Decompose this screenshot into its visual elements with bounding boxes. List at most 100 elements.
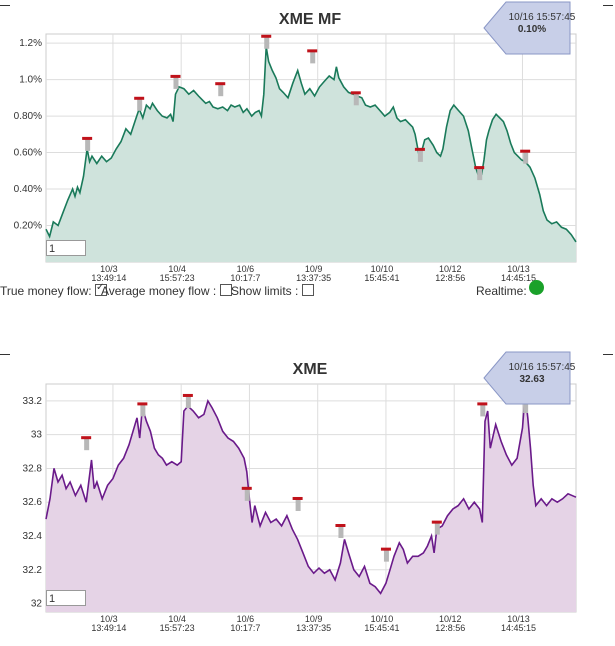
price-event-marker-flag bbox=[335, 524, 346, 527]
avg-mf-control[interactable]: Average money flow : bbox=[101, 284, 232, 298]
mf-x-tick-time: 10:17:7 bbox=[230, 273, 260, 283]
price-badge-value: 32.63 bbox=[519, 374, 544, 385]
price-x-tick-time: 13:49:14 bbox=[91, 623, 126, 633]
price-y-tick-label: 32.6 bbox=[23, 497, 43, 508]
price-x-tick-time: 15:57:23 bbox=[160, 623, 195, 633]
price-x-tick-time: 12:8:56 bbox=[435, 623, 465, 633]
mf-chart-x-axis: 10/313:49:1410/415:57:2310/610:17:710/91… bbox=[91, 264, 536, 283]
mf-event-marker bbox=[350, 91, 361, 106]
mf-x-tick-date: 10/3 bbox=[100, 264, 118, 274]
mf-event-marker-flag bbox=[134, 96, 145, 100]
mf-x-tick-date: 10/12 bbox=[439, 264, 462, 274]
price-x-tick-date: 10/6 bbox=[237, 614, 255, 624]
price-event-marker-flag bbox=[431, 520, 442, 524]
price-badge-time: 10/16 15:57:45 bbox=[509, 362, 576, 373]
mf-x-tick-time: 13:49:14 bbox=[91, 273, 126, 283]
price-event-marker bbox=[380, 547, 391, 562]
mf-event-marker-stem bbox=[264, 36, 270, 49]
mf-event-marker-flag bbox=[307, 49, 318, 53]
true-mf-checkbox[interactable] bbox=[94, 282, 107, 296]
price-chart-x-axis: 10/313:49:1410/415:57:2310/610:17:710/91… bbox=[91, 614, 536, 633]
mf-event-marker-flag bbox=[474, 166, 485, 170]
mf-x-tick-date: 10/13 bbox=[507, 264, 530, 274]
mf-event-marker-flag bbox=[215, 82, 226, 86]
mf-event-marker bbox=[170, 74, 181, 89]
mf-event-marker-stem bbox=[218, 84, 224, 97]
mf-y-tick-label: 0.40% bbox=[14, 184, 42, 195]
price-chart-area bbox=[45, 394, 577, 612]
mf-chart-y-axis: 0.20% 0.40% 0.60% 0.80% 1.0% 1.2% bbox=[14, 38, 42, 231]
mf-event-marker bbox=[474, 166, 485, 181]
price-event-marker bbox=[81, 436, 92, 451]
corner-dash bbox=[603, 5, 613, 6]
price-x-tick-time: 15:45:41 bbox=[364, 623, 399, 633]
true-mf-label: True money flow: bbox=[0, 284, 92, 298]
price-event-marker bbox=[431, 520, 442, 535]
mf-y-tick-label: 1.0% bbox=[19, 75, 42, 86]
mf-event-marker bbox=[261, 34, 272, 49]
price-chart-y-axis: 32 32.2 32.4 32.6 32.8 33 33.2 bbox=[23, 396, 43, 610]
price-event-marker bbox=[137, 402, 148, 417]
price-event-marker-stem bbox=[383, 549, 389, 562]
mf-event-marker-flag bbox=[350, 91, 361, 95]
mf-y-tick-label: 0.60% bbox=[14, 148, 42, 159]
mf-event-marker bbox=[82, 136, 93, 151]
price-event-marker-flag bbox=[81, 436, 92, 440]
mf-series-line bbox=[45, 46, 577, 243]
price-event-marker bbox=[241, 486, 252, 501]
mf-event-marker-stem bbox=[353, 93, 359, 106]
show-limits-checkbox[interactable] bbox=[301, 284, 314, 296]
price-x-tick-time: 10:17:7 bbox=[230, 623, 260, 633]
price-x-tick-time: 14:45:15 bbox=[501, 623, 536, 633]
price-event-marker-stem bbox=[84, 438, 90, 451]
mf-zoom-input[interactable]: 1 bbox=[46, 240, 86, 256]
price-chart-markers bbox=[81, 393, 531, 562]
mf-x-tick-time: 15:45:41 bbox=[364, 273, 399, 283]
mf-badge-time: 10/16 15:57:45 bbox=[509, 12, 576, 23]
mf-event-marker-flag bbox=[82, 136, 93, 140]
realtime-label: Realtime: bbox=[476, 284, 527, 298]
mf-chart-markers bbox=[82, 34, 531, 181]
mf-event-marker-flag bbox=[170, 74, 181, 78]
price-event-marker bbox=[292, 496, 303, 511]
mf-x-tick-time: 12:8:56 bbox=[435, 273, 465, 283]
price-event-marker bbox=[335, 524, 346, 538]
show-limits-label: Show limits : bbox=[231, 284, 299, 298]
realtime-indicator[interactable] bbox=[529, 280, 544, 295]
price-y-tick-label: 32.4 bbox=[23, 531, 43, 542]
mf-badge-value: 0.10% bbox=[518, 24, 546, 35]
mf-x-tick-time: 15:57:23 bbox=[160, 273, 195, 283]
avg-mf-checkbox[interactable] bbox=[219, 284, 232, 296]
mf-event-marker-flag bbox=[414, 147, 425, 151]
price-x-tick-date: 10/9 bbox=[305, 614, 323, 624]
mf-x-tick-date: 10/6 bbox=[237, 264, 255, 274]
price-y-tick-label: 32.8 bbox=[23, 463, 43, 474]
mf-event-marker-stem bbox=[310, 51, 316, 64]
show-limits-control[interactable]: Show limits : bbox=[231, 284, 314, 298]
chart-controls: True money flow: Average money flow : Sh… bbox=[0, 282, 615, 302]
mf-x-tick-date: 10/10 bbox=[371, 264, 394, 274]
price-zoom-input[interactable]: 1 bbox=[46, 590, 86, 606]
price-event-marker-stem bbox=[480, 404, 486, 417]
price-event-marker-flag bbox=[477, 402, 488, 406]
price-y-tick-label: 32 bbox=[31, 599, 43, 610]
mf-series-area bbox=[46, 46, 576, 262]
price-event-marker-stem bbox=[244, 488, 250, 501]
price-event-marker-stem bbox=[185, 395, 191, 408]
true-mf-control[interactable]: True money flow: bbox=[0, 282, 107, 298]
price-event-marker-stem bbox=[523, 401, 529, 414]
price-event-marker-stem bbox=[295, 498, 301, 511]
price-series-area bbox=[46, 394, 576, 612]
mf-event-marker-stem bbox=[85, 138, 91, 151]
avg-mf-label: Average money flow : bbox=[101, 284, 217, 298]
mf-event-marker-stem bbox=[417, 149, 423, 162]
price-event-marker bbox=[182, 393, 193, 408]
price-series-line bbox=[45, 394, 577, 595]
price-chart-title: XME bbox=[293, 361, 328, 378]
mf-event-marker bbox=[520, 149, 531, 164]
price-event-marker bbox=[477, 402, 488, 417]
mf-chart-title: XME MF bbox=[279, 11, 341, 28]
price-badge-arrow bbox=[483, 351, 571, 405]
